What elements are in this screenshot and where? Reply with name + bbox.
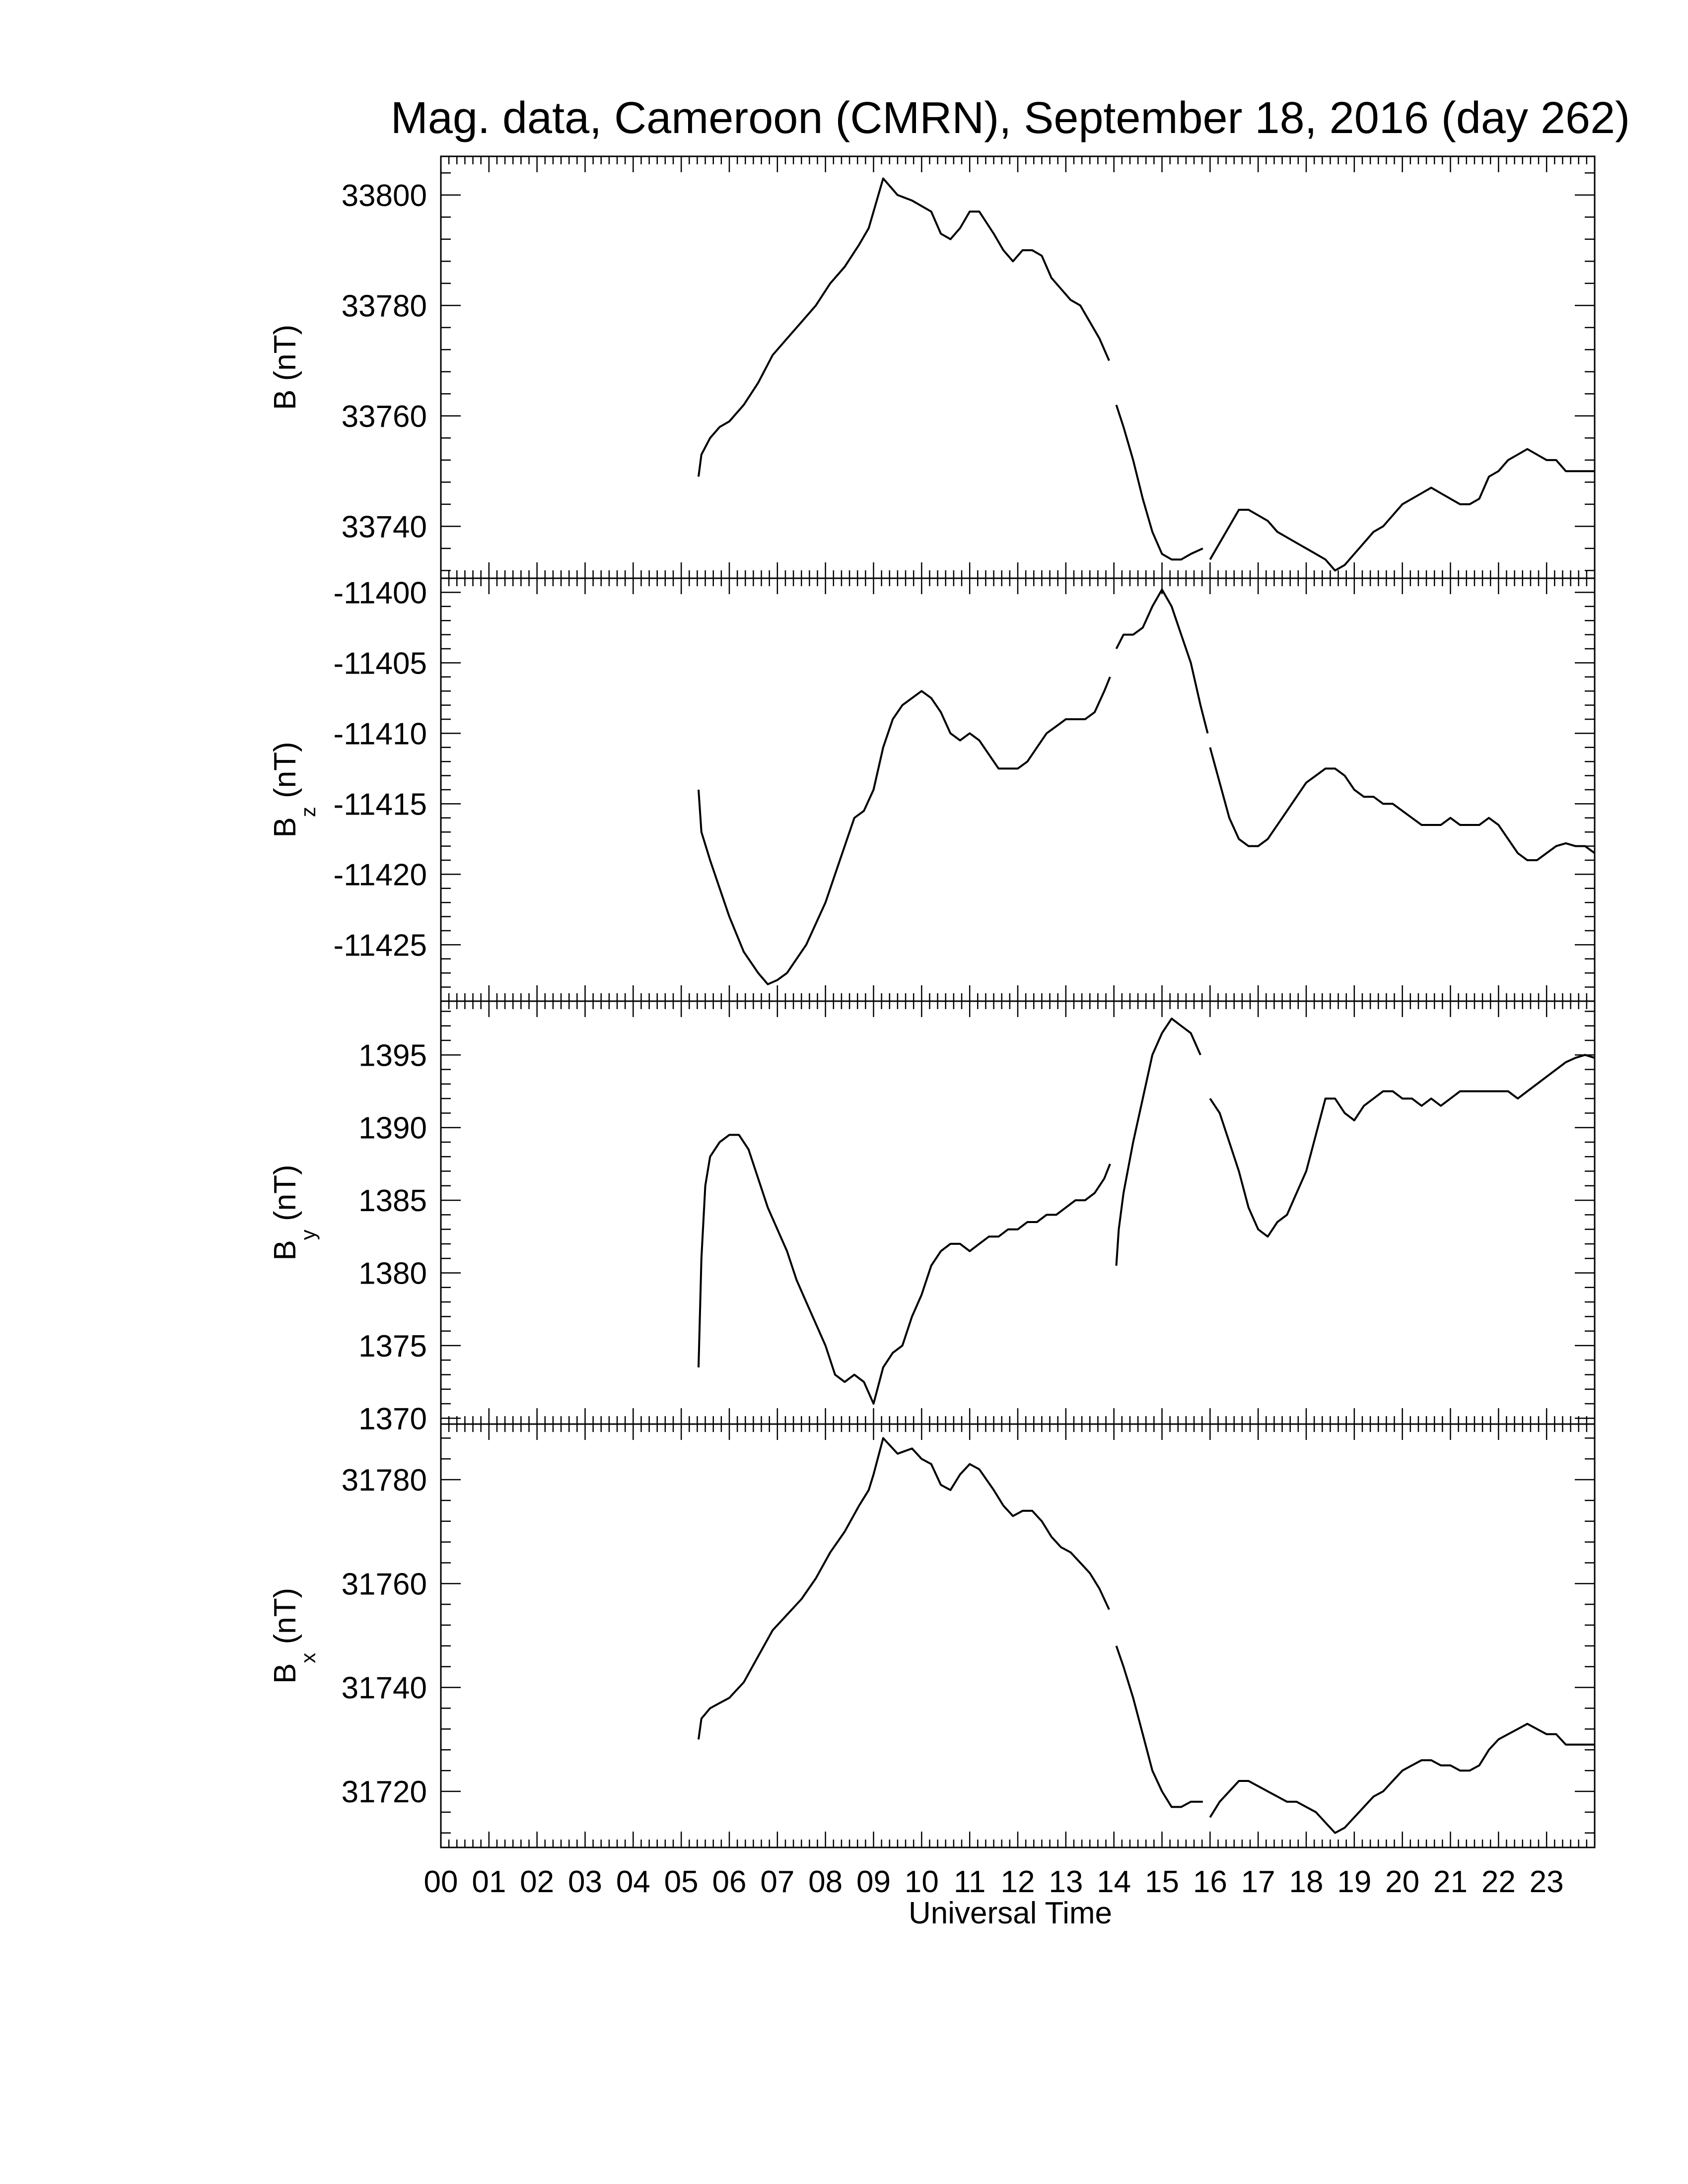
y-tick-label: -11400 (334, 576, 427, 610)
y-axis-label-subscript: x (296, 1653, 320, 1663)
x-tick-label: 00 (424, 1865, 458, 1899)
x-tick-label: 08 (808, 1865, 843, 1899)
y-tick-label: 1375 (358, 1329, 427, 1364)
y-tick-label: 31740 (342, 1671, 427, 1706)
y-tick-label: 1385 (358, 1184, 427, 1218)
x-tick-label: 12 (1001, 1865, 1035, 1899)
x-tick-label: 22 (1481, 1865, 1516, 1899)
y-tick-label: 33780 (342, 289, 427, 323)
x-tick-label: 21 (1433, 1865, 1468, 1899)
x-tick-label: 10 (905, 1865, 939, 1899)
y-axis-label: B (nT) (268, 325, 302, 410)
y-tick-label: 1370 (358, 1402, 427, 1436)
y-axis-label-subscript: z (296, 807, 320, 817)
y-axis-label-subscript: y (296, 1229, 320, 1240)
data-segment-2 (1115, 405, 1203, 561)
y-axis-label-main: B (268, 1240, 302, 1260)
x-axis-label: Universal Time (909, 1896, 1112, 1930)
y-axis-label: Bx (nT) (268, 1588, 320, 1684)
x-tick-label: 06 (712, 1865, 747, 1899)
data-segment-3 (1209, 1054, 1595, 1238)
y-axis-label-unit: (nT) (268, 1588, 302, 1653)
data-segment-1 (698, 177, 1110, 477)
x-tick-label: 19 (1337, 1865, 1371, 1899)
x-tick-label: 20 (1385, 1865, 1419, 1899)
data-segment-2 (1115, 1018, 1201, 1266)
x-tick-label: 14 (1097, 1865, 1131, 1899)
y-tick-label: -11405 (334, 646, 427, 681)
y-tick-label: 31780 (342, 1463, 427, 1498)
y-tick-label: 1395 (358, 1038, 427, 1073)
y-axis-label-unit: (nT) (268, 742, 302, 807)
x-tick-label: 17 (1241, 1865, 1275, 1899)
y-tick-label: 33760 (342, 400, 427, 434)
x-tick-label: 18 (1289, 1865, 1324, 1899)
panel-2: -11425 -11420 -11415 -11410 -11405 -11400 Bz (… (268, 576, 1596, 1002)
x-tick-label: 23 (1530, 1865, 1564, 1899)
data-segment-1 (698, 677, 1111, 985)
x-tick-label: 03 (568, 1865, 602, 1899)
x-tick-label: 01 (472, 1865, 506, 1899)
data-segment-2 (1115, 1645, 1203, 1808)
y-tick-label: 1380 (358, 1257, 427, 1291)
y-tick-label: 31760 (342, 1567, 427, 1601)
x-tick-label: 09 (856, 1865, 891, 1899)
x-tick-label: 04 (616, 1865, 650, 1899)
data-segment-3 (1209, 1722, 1595, 1834)
x-tick-label: 16 (1193, 1865, 1227, 1899)
y-tick-label: 31720 (342, 1775, 427, 1809)
y-tick-label: -11425 (334, 928, 427, 962)
y-tick-label: -11415 (334, 787, 427, 821)
y-tick-label: -11420 (334, 858, 427, 892)
x-tick-label: 07 (760, 1865, 794, 1899)
y-tick-label: -11410 (334, 717, 427, 751)
y-axis-label-unit: (nT) (268, 1164, 302, 1229)
data-segment-2 (1115, 588, 1209, 734)
x-tick-label: 13 (1049, 1865, 1083, 1899)
panel-4: 31720 31740 31760 31780 Bx (nT) 00 01 02 03 04 05 0… (268, 1423, 1596, 1899)
y-tick-label: 1390 (358, 1111, 427, 1146)
y-axis-label: By (nT) (268, 1164, 320, 1260)
x-tick-label: 11 (954, 1865, 985, 1899)
x-tick-label: 15 (1145, 1865, 1179, 1899)
chart-title: Mag. data, Cameroon (CMRN), September 18… (391, 93, 1630, 143)
y-axis-label: Bz (nT) (268, 742, 320, 837)
y-axis-label-main: B (268, 817, 302, 837)
data-segment-1 (698, 1437, 1110, 1740)
y-tick-label: 33800 (342, 179, 427, 213)
panel-1: 33740 33760 33780 33800 B (nT) (268, 155, 1596, 579)
y-tick-label: 33740 (342, 510, 427, 544)
data-segment-1 (698, 1134, 1111, 1405)
panel-3: 1370 1375 1380 1385 1390 1395 By (nT) (268, 1000, 1596, 1436)
data-segment-3 (1209, 747, 1596, 861)
data-segment-3 (1209, 448, 1595, 572)
x-tick-label: 05 (664, 1865, 699, 1899)
x-tick-label: 02 (520, 1865, 554, 1899)
y-axis-label-main: B (268, 1663, 302, 1684)
